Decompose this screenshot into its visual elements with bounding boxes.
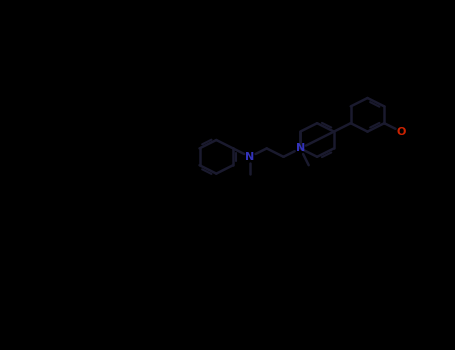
Text: N: N bbox=[245, 152, 254, 162]
Text: N: N bbox=[296, 144, 305, 153]
Text: O: O bbox=[396, 127, 406, 136]
